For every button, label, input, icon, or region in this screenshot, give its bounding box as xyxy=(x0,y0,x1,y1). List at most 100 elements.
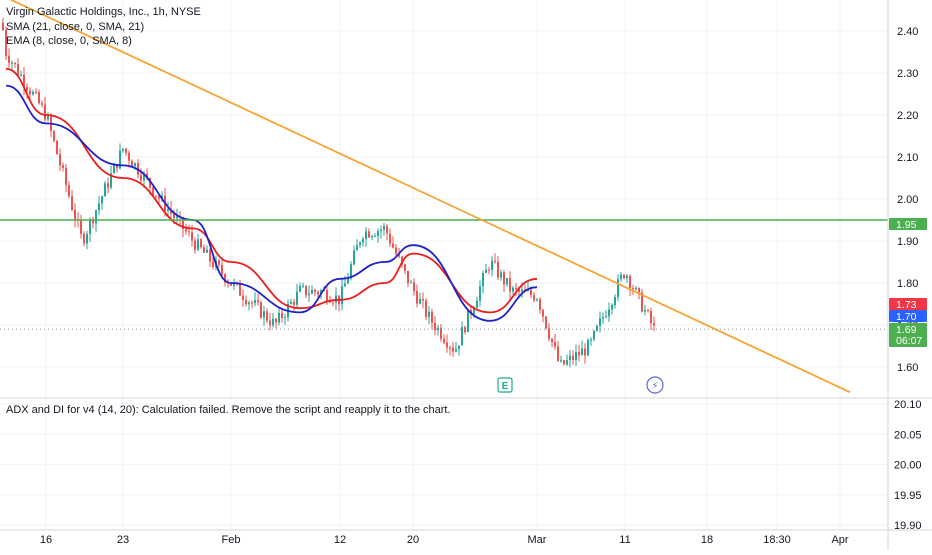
candle-body xyxy=(578,352,580,356)
candle-body xyxy=(275,318,277,323)
indicator-error-message: ADX and DI for v4 (14, 20): Calculation … xyxy=(6,404,451,416)
candle-body xyxy=(500,272,502,278)
sma-legend[interactable]: SMA (21, close, 0, SMA, 21) xyxy=(6,21,145,33)
candle-body xyxy=(251,302,253,304)
candle-body xyxy=(593,330,595,340)
candle-body xyxy=(572,355,574,361)
candle-body xyxy=(2,22,4,31)
candle-body xyxy=(257,300,259,303)
candle-body xyxy=(23,74,25,87)
candle-body xyxy=(443,338,445,343)
candle-body xyxy=(533,295,535,301)
candle-body xyxy=(278,312,280,323)
candle-body xyxy=(404,264,406,271)
candle-body xyxy=(419,299,421,304)
time-tick-label: 20 xyxy=(407,534,419,546)
candle-body xyxy=(452,347,454,352)
candle-body xyxy=(425,300,427,317)
candle-body xyxy=(611,305,613,310)
ema-legend[interactable]: EMA (8, close, 0, SMA, 8) xyxy=(6,35,132,47)
candle-body xyxy=(482,273,484,287)
candle-body xyxy=(317,291,319,295)
candle-body xyxy=(173,213,175,219)
candle-body xyxy=(575,352,577,361)
candle-body xyxy=(224,274,226,283)
candle-body xyxy=(17,63,19,75)
candle-body xyxy=(341,286,343,305)
candle-body xyxy=(74,209,76,220)
candle-body xyxy=(590,339,592,341)
candle-body xyxy=(38,92,40,104)
candle-body xyxy=(290,301,292,304)
candle-body xyxy=(353,250,355,265)
candle-body xyxy=(509,278,511,292)
candle-body xyxy=(389,233,391,244)
time-tick-label: 11 xyxy=(619,534,630,546)
indicator-tick-label: 20.00 xyxy=(894,460,922,472)
candle-body xyxy=(185,229,187,232)
candle-body xyxy=(305,285,307,296)
earnings-marker[interactable] xyxy=(497,377,513,393)
candle-body xyxy=(641,292,643,312)
candle-body xyxy=(644,310,646,312)
candle-body xyxy=(158,196,160,199)
candle-body xyxy=(308,293,310,296)
time-tick-label: 12 xyxy=(334,534,346,546)
candle-body xyxy=(68,185,70,197)
candle-body xyxy=(167,209,169,211)
candle-body xyxy=(635,287,637,290)
candle-body xyxy=(587,340,589,356)
event-markers[interactable]: E ⚡ xyxy=(497,376,664,394)
price-tick-label: 2.20 xyxy=(897,110,918,122)
candle-body xyxy=(26,86,28,91)
candle-body xyxy=(548,328,550,339)
indicator-tick-label: 19.95 xyxy=(894,490,922,502)
candle-body xyxy=(44,104,46,120)
indicator-tick-label: 19.90 xyxy=(894,520,922,532)
candle-body xyxy=(422,299,424,301)
candle-body xyxy=(647,310,649,312)
candle-body xyxy=(569,355,571,361)
indicator-tick-label: 20.10 xyxy=(894,399,922,411)
candle-body xyxy=(488,269,490,271)
dividend-split-marker[interactable] xyxy=(646,376,664,394)
candle-body xyxy=(254,300,256,304)
candle-body xyxy=(623,274,625,279)
candle-body xyxy=(14,62,16,64)
candle-body xyxy=(281,312,283,319)
price-tick-label: 2.00 xyxy=(897,194,918,206)
price-badge-label: 1.69 xyxy=(896,324,917,336)
candle-body xyxy=(5,30,7,56)
candle-body xyxy=(554,342,556,347)
candle-body xyxy=(368,231,370,238)
ema-line[interactable] xyxy=(5,84,538,322)
candle-body xyxy=(506,278,508,285)
candle-body xyxy=(485,269,487,274)
trendline[interactable] xyxy=(6,0,851,394)
candle-body xyxy=(557,346,559,361)
candle-body xyxy=(440,327,442,339)
time-tick-label: Apr xyxy=(831,534,848,546)
candle-body xyxy=(194,240,196,250)
candle-body xyxy=(428,311,430,317)
candle-body xyxy=(95,210,97,224)
candle-body xyxy=(560,360,562,362)
price-badge xyxy=(889,323,927,347)
candle-body xyxy=(92,219,94,224)
candle-body xyxy=(551,338,553,343)
candle-body xyxy=(383,226,385,230)
candle-body xyxy=(122,148,124,151)
candle-body xyxy=(350,264,352,279)
candle-body xyxy=(197,239,199,250)
price-badge-label: 1.95 xyxy=(896,219,917,231)
time-tick-label: Feb xyxy=(222,534,241,546)
candle-body xyxy=(521,289,523,292)
candle-body xyxy=(401,256,403,265)
sma-line[interactable] xyxy=(5,67,538,314)
candle-body xyxy=(149,178,151,188)
candle-body xyxy=(386,226,388,234)
candle-body xyxy=(182,217,184,230)
candle-body xyxy=(8,55,10,63)
